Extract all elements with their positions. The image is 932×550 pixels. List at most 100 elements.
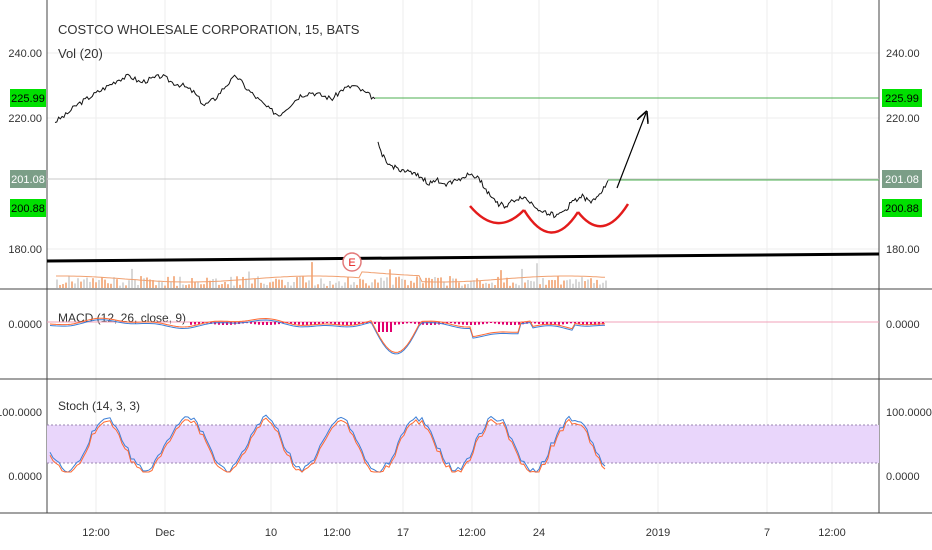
cup-arc-2 <box>522 209 580 234</box>
macd-hist-bar <box>458 322 460 325</box>
volume-bar <box>302 276 304 288</box>
volume-bar <box>146 277 148 288</box>
resistance-label: 225.99 <box>11 93 45 105</box>
macd-hist-bar <box>402 322 404 324</box>
volume-bar <box>566 280 568 288</box>
macd-hist-bar <box>506 322 508 325</box>
macd-hist-bar <box>514 322 516 325</box>
macd-tick-zero-right: 0.0000 <box>886 319 920 331</box>
volume-bar <box>467 284 469 288</box>
volume-bar <box>197 282 199 288</box>
volume-bar <box>281 279 283 288</box>
volume-bar <box>329 280 331 288</box>
volume-bar <box>86 277 88 288</box>
volume-bar <box>170 281 172 288</box>
macd-hist-bar <box>594 322 596 325</box>
volume-bar <box>116 279 118 288</box>
earnings-marker[interactable]: E <box>342 252 362 272</box>
volume-bar <box>182 284 184 288</box>
volume-bar <box>455 278 457 288</box>
volume-bar <box>242 276 244 288</box>
volume-bar <box>119 285 121 288</box>
volume-bar <box>68 276 70 288</box>
volume-bar <box>266 284 268 288</box>
volume-bar <box>134 279 136 288</box>
breakout-arrow[interactable] <box>616 113 646 189</box>
volume-bar <box>596 279 598 288</box>
price-tick-240: 240.00 <box>8 48 42 60</box>
volume-bar <box>83 279 85 288</box>
macd-line <box>49 319 606 355</box>
volume-bar <box>542 278 544 288</box>
volume-bar <box>113 277 115 288</box>
volume-bar <box>152 280 154 288</box>
macd-hist-bar <box>466 322 468 325</box>
time-tick-2: 10 <box>265 527 277 539</box>
volume-bar <box>401 278 403 288</box>
volume-bar <box>380 277 382 288</box>
macd-hist-bar <box>258 322 260 325</box>
volume-bar <box>104 279 106 288</box>
volume-bar <box>101 277 103 288</box>
macd-hist-bar <box>398 322 400 325</box>
volume-bar <box>320 278 322 288</box>
volume-bar <box>326 285 328 288</box>
macd-hist-bar <box>554 322 556 325</box>
volume-bar <box>128 280 130 288</box>
macd-hist-bar <box>562 322 564 325</box>
volume-bar <box>572 283 574 288</box>
macd-hist-bar <box>250 322 252 324</box>
double-bottom-annotation[interactable] <box>469 203 630 234</box>
stoch-label: Stoch (14, 3, 3) <box>58 399 140 413</box>
volume-bar <box>290 285 292 288</box>
macd-hist-bar <box>274 322 276 325</box>
volume-bar <box>158 280 160 288</box>
level-labels-right: 225.99 201.08 200.88 <box>882 89 922 217</box>
volume-bar <box>551 279 553 288</box>
volume-bar <box>272 281 274 288</box>
time-tick-5: 12:00 <box>458 527 486 539</box>
volume-ma-line <box>56 271 606 283</box>
chart-title: COSTCO WHOLESALE CORPORATION, 15, BATS <box>58 22 360 37</box>
volume-bar <box>431 278 433 288</box>
cup-arc-1 <box>469 205 525 225</box>
macd-hist-bar <box>602 322 604 325</box>
long-trendline[interactable] <box>46 252 880 263</box>
stoch-d-line <box>49 417 606 473</box>
volume-bar <box>539 284 541 288</box>
volume-bar <box>344 282 346 288</box>
volume-bar <box>188 284 190 288</box>
macd-hist-bar <box>470 322 472 325</box>
macd-hist-bar <box>262 322 264 325</box>
volume-bar <box>155 285 157 288</box>
volume-bar <box>503 282 505 288</box>
volume-bar <box>314 285 316 288</box>
time-tick-6: 24 <box>533 527 545 539</box>
volume-bar <box>371 282 373 288</box>
volume-bar <box>74 283 76 288</box>
macd-hist-bar <box>218 322 220 325</box>
volume-bar <box>143 278 145 288</box>
time-tick-7: 2019 <box>646 527 670 539</box>
volume-bar <box>80 281 82 288</box>
stoch-tick-0: 0.0000 <box>8 471 42 483</box>
time-tick-4: 17 <box>397 527 409 539</box>
volume-bar <box>506 277 508 288</box>
volume-bar <box>287 281 289 288</box>
volume-bar <box>491 282 493 288</box>
macd-hist-bar <box>198 322 200 324</box>
support-label-bg <box>10 199 46 217</box>
volume-bar <box>254 278 256 288</box>
macd-hist-bar <box>510 322 512 325</box>
volume-bar <box>347 276 349 288</box>
macd-hist-bar <box>454 322 456 324</box>
macd-hist-bar <box>430 322 432 325</box>
price-series[interactable] <box>54 73 609 219</box>
volume-bar <box>56 279 58 288</box>
volume-bar <box>296 277 298 288</box>
volume-bar <box>323 283 325 288</box>
volume-bar <box>374 279 376 288</box>
macd-hist-bar <box>574 322 576 324</box>
macd-hist-bar <box>318 322 320 325</box>
